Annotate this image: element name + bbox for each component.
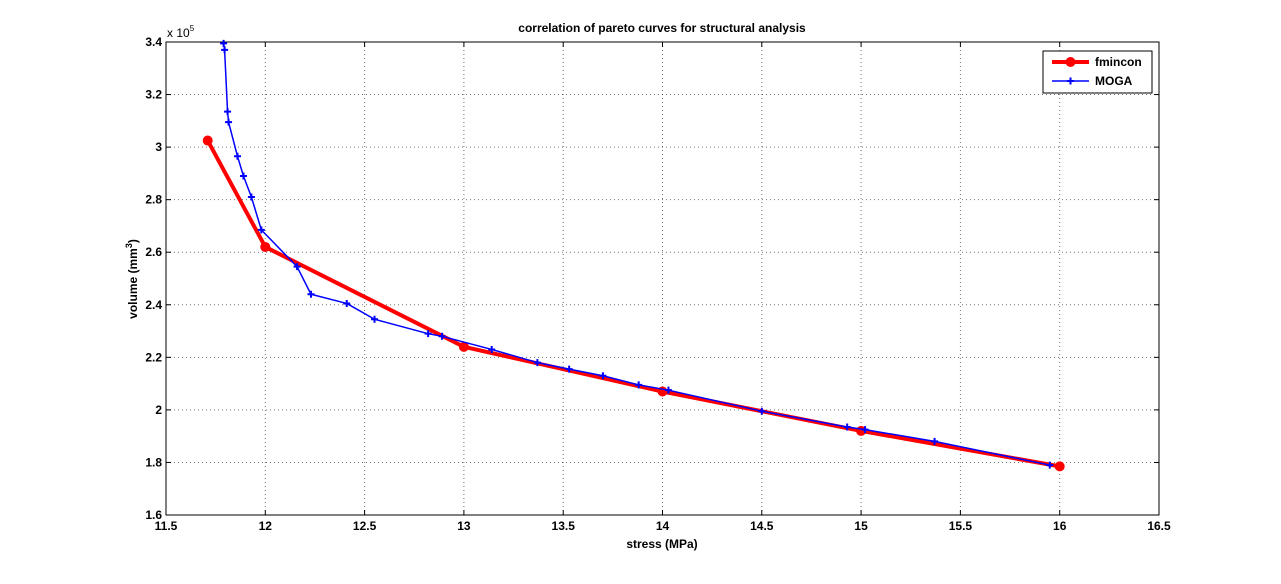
y-tick-label: 2.8 — [145, 193, 162, 207]
x-tick-label: 11.5 — [155, 519, 178, 533]
legend: fmincon MOGA — [1042, 50, 1153, 94]
legend-box — [1042, 50, 1153, 94]
data-point-fmincon — [202, 135, 213, 146]
legend-fmincon-label: fmincon — [1095, 55, 1142, 69]
data-point-moga — [257, 226, 265, 234]
data-point-moga — [1046, 461, 1054, 469]
chart-title: correlation of pareto curves for structu… — [518, 21, 806, 35]
x-tick-label: 15 — [854, 519, 868, 533]
data-point-moga — [565, 365, 573, 373]
data-point-moga — [664, 386, 672, 394]
y-tick-label: 3.4 — [145, 35, 162, 49]
data-point-moga — [931, 437, 939, 445]
x-tick-label: 13 — [457, 519, 471, 533]
data-point-moga — [221, 46, 229, 54]
data-point-fmincon — [1054, 461, 1065, 472]
x-axis-title: stress (MPa) — [626, 537, 697, 551]
data-point-moga — [225, 118, 233, 126]
y-tick-label: 2.2 — [145, 350, 162, 364]
y-axis-title-superscript: 3 — [124, 243, 134, 248]
data-point-moga — [343, 299, 351, 307]
y-exponent-power: 5 — [190, 24, 195, 33]
series-layer — [202, 39, 1065, 472]
legend-fmincon-marker — [1065, 57, 1076, 67]
data-point-moga — [599, 372, 607, 380]
data-point-moga — [861, 426, 869, 434]
y-tick-label: 1.8 — [145, 455, 162, 469]
legend-moga-marker — [1067, 77, 1074, 85]
x-tick-label: 12.5 — [353, 519, 377, 533]
data-point-moga — [233, 152, 241, 160]
y-exponent-label: x 105 — [167, 24, 195, 40]
ticks: 11.5 12 12.5 13 13.5 14 14.5 15 15.5 16 16.5 1.6 1.8… — [145, 35, 1171, 533]
x-tick-label: 12 — [259, 519, 273, 533]
series-line-fmincon — [205, 139, 1061, 469]
x-tick-label: 16.5 — [1147, 519, 1171, 533]
y-tick-label: 3.2 — [145, 88, 162, 102]
legend-moga-label: MOGA — [1095, 74, 1133, 88]
data-point-moga — [438, 332, 446, 340]
y-tick-label: 2.6 — [145, 245, 162, 259]
data-point-moga — [635, 381, 643, 389]
y-axis-title-suffix: ) — [126, 239, 140, 243]
x-tick-label: 13.5 — [552, 519, 576, 533]
x-tick-label: 14.5 — [750, 519, 774, 533]
grid — [166, 42, 1159, 515]
data-point-moga — [224, 108, 232, 116]
data-point-moga — [371, 315, 379, 323]
data-point-moga — [307, 290, 315, 298]
y-axis-title: volume (mm3) — [124, 239, 140, 319]
y-tick-label: 2 — [155, 403, 162, 417]
data-point-moga — [293, 263, 301, 271]
y-axis-title-main: volume (mm — [126, 248, 140, 319]
y-tick-label: 3 — [155, 140, 162, 154]
x-tick-label: 16 — [1053, 519, 1067, 533]
y-tick-label: 2.4 — [145, 298, 162, 312]
data-point-moga — [533, 359, 541, 367]
data-point-moga — [843, 423, 851, 431]
data-point-moga — [758, 407, 766, 415]
y-exponent-base: x 10 — [167, 26, 190, 40]
x-tick-label: 14 — [656, 519, 670, 533]
data-point-moga — [239, 172, 247, 180]
data-point-moga — [488, 345, 496, 353]
data-point-moga — [424, 330, 432, 338]
x-tick-label: 15.5 — [949, 519, 973, 533]
y-tick-label: 1.6 — [145, 508, 162, 522]
data-point-moga — [247, 193, 255, 201]
series-moga — [220, 39, 1054, 469]
data-point-moga — [220, 39, 228, 47]
data-point-fmincon — [260, 241, 271, 252]
